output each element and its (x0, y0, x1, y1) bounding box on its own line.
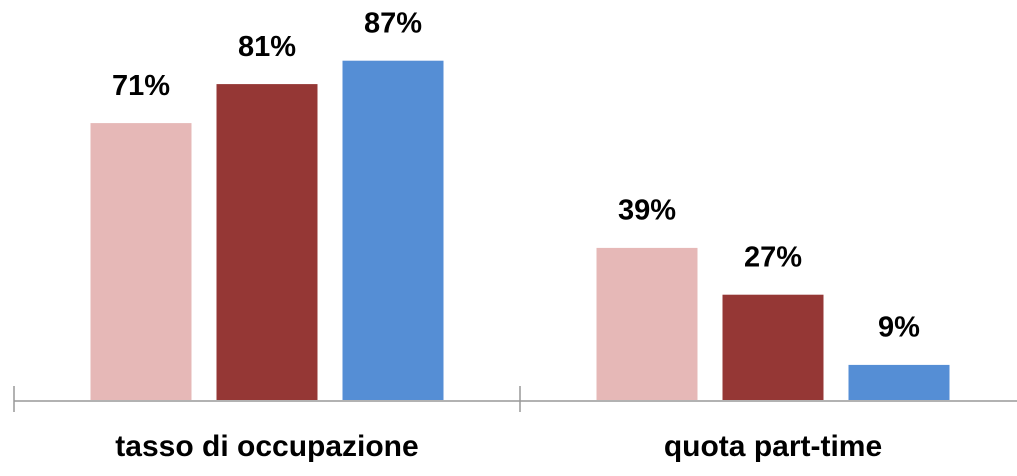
bar (216, 84, 318, 400)
bar (722, 294, 824, 400)
x-tick-label: tasso di occupazione (115, 430, 418, 463)
value-label: 81% (238, 31, 296, 63)
x-tick-label: quota part-time (664, 430, 882, 463)
value-label: 87% (364, 7, 422, 39)
value-label: 27% (744, 241, 802, 273)
bar (90, 123, 192, 400)
bar (848, 364, 950, 400)
value-label: 9% (878, 312, 920, 344)
bar (342, 60, 444, 400)
value-label: 71% (112, 70, 170, 102)
bar (596, 247, 698, 400)
value-label: 39% (618, 195, 676, 227)
